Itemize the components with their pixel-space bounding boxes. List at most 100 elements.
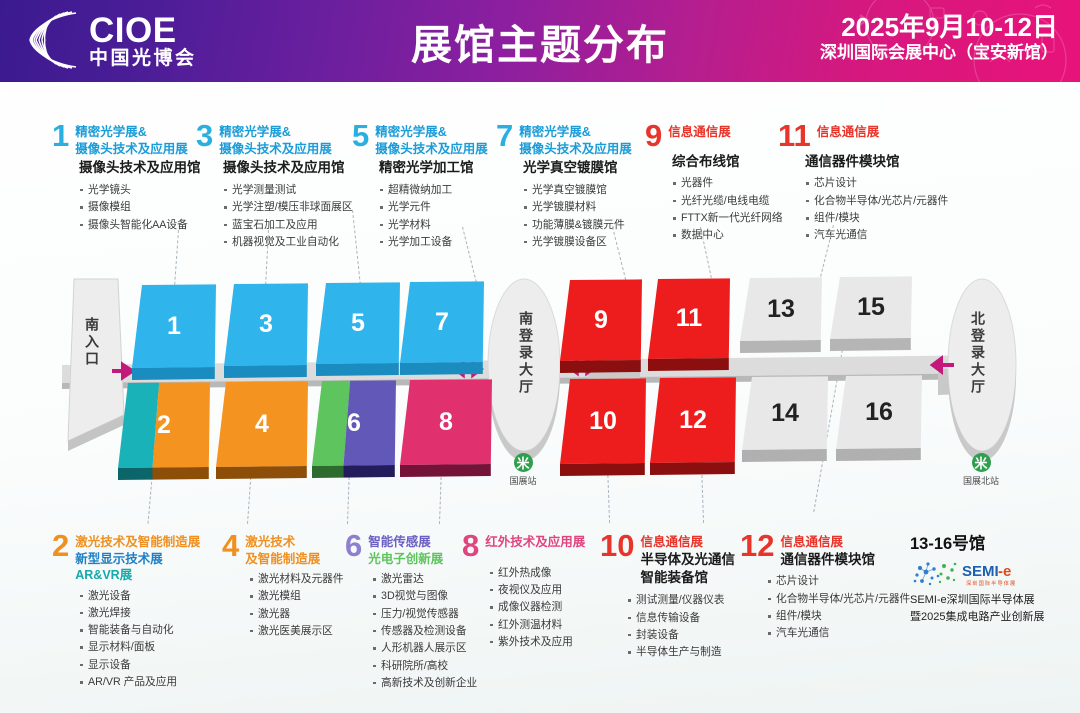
hall-label-8: 8 红外技术及应用展 红外热成像 夜视仪及应用 成像仪器检测 红外测温材料 紫外技术及应用 (462, 530, 585, 652)
hall-topic-list: 芯片设计 化合物半导体/光芯片/元器件 组件/模块 汽车光通信 (805, 175, 948, 244)
hall-block-10[interactable]: 10 (560, 378, 652, 483)
hall-title-group: 信息通信展 (817, 122, 880, 141)
hall-subtitle: 精密光学加工馆 (379, 160, 474, 175)
event-venue: 深圳国际会展中心（宝安新馆） (820, 43, 1058, 63)
hall-topic-item: 光学镀膜设备区 (523, 234, 632, 251)
hall-block-16[interactable]: 16 (836, 375, 928, 468)
hall-block-14[interactable]: 14 (742, 376, 834, 469)
hall-topic-item: 芯片设计 (767, 573, 910, 590)
hall-block-13[interactable]: 13 (740, 277, 828, 360)
hall-topic-item: 成像仪器检测 (489, 599, 585, 616)
hall-topic-list: 红外热成像 夜视仪及应用 成像仪器检测 红外测温材料 紫外技术及应用 (489, 565, 585, 652)
hall-topic-item: 光学镀膜材料 (523, 199, 632, 216)
hall-topic-item: 摄像头智能化AA设备 (79, 217, 201, 234)
hall-block-6[interactable]: 6 (312, 380, 402, 485)
event-date: 2025年9月10-12日 (841, 12, 1058, 42)
hall-label-4: 4 激光技术 及智能制造展 激光材料及元器件 激光模组 激光器 激光医美展示区 (222, 530, 344, 640)
hall-topic-list: 光学真空镀膜馆 光学镀膜材料 功能薄膜&镀膜元件 光学镀膜设备区 (523, 182, 632, 251)
hall-block-12[interactable]: 12 (650, 377, 742, 482)
hall-topic-item: 光器件 (672, 175, 783, 192)
hall-block-8[interactable]: 8 (400, 379, 498, 484)
hall-topic-list: 光学镜头 摄像模组 摄像头智能化AA设备 (79, 182, 201, 234)
logo-chinese-text: 中国光博会 (89, 47, 197, 69)
hall-block-shape (740, 277, 822, 353)
svg-text:SEMI: SEMI (962, 563, 999, 580)
hall-title-group: 信息通信展 通信器件模块馆 (780, 532, 875, 569)
hall-topic-item: 芯片设计 (805, 175, 948, 192)
hall-block-shape (118, 382, 210, 480)
hall-topic-list: 芯片设计 化合物半导体/光芯片/元器件 组件/模块 汽车光通信 (767, 573, 910, 642)
hall-topic-item: 化合物半导体/光芯片/元器件 (805, 193, 948, 210)
hall-block-15[interactable]: 15 (830, 276, 918, 358)
hall-exhibition-title: 信息通信展 (780, 535, 843, 549)
hall-title-group: 信息通信展 半导体及光通信 智能装备馆 (640, 532, 735, 588)
hall-label-5: 5 精密光学展& 摄像头技术及应用展 精密光学加工馆 超精微纳加工 光学元件 光学材料 光学加… (352, 120, 488, 251)
hall-exhibition-title: 红外技术及应用展 (485, 535, 586, 549)
hall-subtitle: 半导体及光通信 (640, 551, 735, 567)
hall-topic-item: 光纤光缆/电线电缆 (672, 193, 783, 210)
hall-topic-item: 光学注塑/模压非球面展区 (223, 199, 353, 216)
hall-topic-list: 激光雷达 3D视觉与图像 压力/视觉传感器 传感器及检测设备 人形机器人展示区 科研院所/… (372, 571, 477, 692)
hall-topic-item: 信息传输设备 (627, 610, 735, 627)
hall-block-shape (648, 278, 730, 371)
hall-number-3: 3 (196, 118, 214, 153)
south-entrance-block (67, 278, 125, 451)
hall-exhibition-title: 光电子创新展 (368, 551, 444, 566)
hall-block-5[interactable]: 5 (316, 282, 406, 383)
semi-e-logo-icon: SEMI -e 深圳国际半导体展 (913, 562, 1016, 587)
hall-block-shape (316, 282, 400, 376)
hall-topic-item: 功能薄膜&镀膜元件 (523, 217, 632, 234)
hall-topic-item: 光学加工设备 (379, 234, 488, 251)
north-entrance-arrow-icon (929, 355, 954, 375)
hall-topic-list: 激光材料及元器件 激光模组 激光器 激光医美展示区 (249, 571, 344, 640)
hall-topic-item: AR/VR 产品及应用 (79, 674, 200, 691)
hall-topic-item: 智能装备与自动化 (79, 622, 200, 639)
hall-block-shape (400, 379, 492, 477)
hall-block-11[interactable]: 11 (648, 278, 736, 378)
hall-block-shape (836, 375, 922, 461)
hall-exhibition-title: 激光技术及智能制造展 (75, 535, 201, 549)
logo-cioe-text: CIOE (89, 10, 177, 50)
hall-title-group: 红外技术及应用展 (485, 532, 585, 551)
hall-topic-item: 3D视觉与图像 (372, 588, 477, 605)
hall-title-group: 精密光学展& 摄像头技术及应用展 (375, 122, 488, 157)
hall-block-2[interactable]: 2 (118, 382, 216, 487)
hall-block-9[interactable]: 9 (560, 279, 648, 380)
svg-text:-e: -e (998, 563, 1011, 580)
hall-topic-list: 光学测量测试 光学注塑/模压非球面展区 蓝宝石加工及应用 机器视觉及工业自动化 (223, 182, 353, 251)
hall-block-shape (560, 378, 646, 476)
hall-topic-item: 光学真空镀膜馆 (523, 182, 632, 199)
hall-topic-item: 汽车光通信 (805, 227, 948, 244)
hall-label-11: 11 信息通信展 通信器件模块馆 芯片设计 化合物半导体/光芯片/元器件 组件/模块 汽车光… (778, 120, 948, 245)
hall-title-group: 智能传感展 光电子创新展 (368, 532, 443, 567)
hall-label-10: 10 信息通信展 半导体及光通信 智能装备馆 测试测量/仪器仪表 信息传输设备 封装设备 半导… (600, 530, 735, 662)
hall-title-group: 信息通信展 (668, 122, 731, 141)
metro-station-south: 国展站 (492, 453, 554, 487)
hall-topic-item: 激光材料及元器件 (249, 571, 344, 588)
hall-topic-item: 光学镜头 (79, 182, 201, 199)
hall-block-4[interactable]: 4 (216, 381, 314, 486)
hall-topic-list: 测试测量/仪器仪表 信息传输设备 封装设备 半导体生产与制造 (627, 592, 735, 661)
hall-topic-item: 人形机器人展示区 (372, 640, 477, 657)
hall-exhibition-title: 摄像头技术及应用展 (375, 141, 488, 156)
hall-block-1[interactable]: 1 (132, 284, 222, 387)
hall-block-3[interactable]: 3 (224, 283, 314, 385)
hall-topic-item: 超精微纳加工 (379, 182, 488, 199)
hall-title-group: 精密光学展& 摄像头技术及应用展 (219, 122, 332, 157)
hall-subtitle: 光学真空镀膜馆 (523, 160, 618, 175)
semi-halls-heading: 13-16号馆 (910, 535, 986, 553)
hall-exhibition-title: 激光技术 (245, 535, 296, 549)
south-entrance-label: 南入口 (84, 317, 100, 368)
semi-description-line1: SEMI-e深圳国际半导体展 (910, 594, 1035, 606)
metro-station-north-label: 国展北站 (962, 476, 999, 486)
hall-topic-item: 化合物半导体/光芯片/元器件 (767, 591, 910, 608)
hall-topic-item: 机器视觉及工业自动化 (223, 234, 353, 251)
hall-topic-item: 汽车光通信 (767, 625, 910, 642)
hall-label-3: 3 精密光学展& 摄像头技术及应用展 摄像头技术及应用馆 光学测量测试 光学注塑/模压非球… (196, 118, 353, 251)
semi-logo-tagline: 深圳国际半导体展 (966, 579, 1016, 587)
hall-topic-item: 光学测量测试 (223, 182, 353, 199)
hall-block-shape (560, 279, 642, 373)
hall-number-12: 12 (740, 528, 775, 563)
hall-topic-item: 半导体生产与制造 (627, 644, 735, 661)
hall-block-7[interactable]: 7 (400, 281, 490, 382)
